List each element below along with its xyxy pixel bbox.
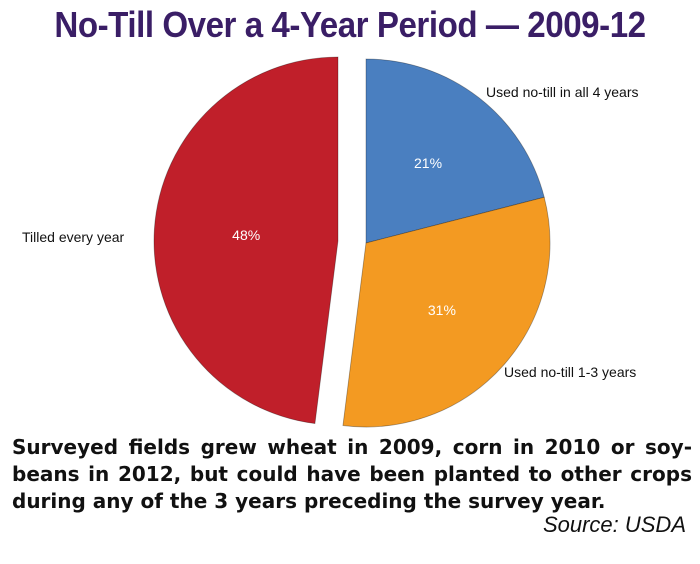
pie-slice-2 — [153, 56, 339, 424]
caption: Surveyed fields grew wheat in 2009, corn… — [12, 435, 692, 513]
slice-value-label: 21% — [414, 155, 442, 171]
source-note: Source: USDA — [542, 512, 686, 537]
slice-category-label: Used no-till in all 4 years — [486, 84, 639, 100]
slice-category-label: Used no-till 1-3 years — [504, 364, 636, 380]
chart-title: No-Till Over a 4-Year Period — 2009-12 — [54, 4, 646, 45]
pie-slice-1 — [342, 196, 551, 428]
slice-value-label: 31% — [428, 302, 456, 318]
pie-slice-0 — [365, 58, 545, 244]
slice-category-label: Tilled every year — [22, 229, 125, 245]
slice-value-label: 48% — [232, 227, 260, 243]
